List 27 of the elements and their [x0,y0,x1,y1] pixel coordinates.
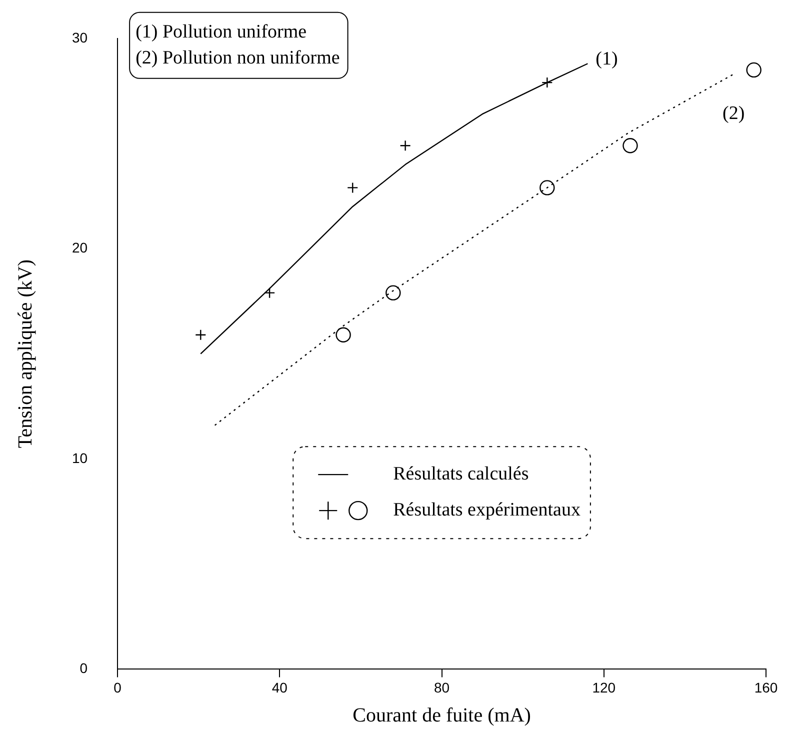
x-tick-label: 0 [114,679,122,696]
point [264,287,276,298]
x-tick-label: 160 [754,679,778,696]
point [347,182,358,194]
point [400,140,411,152]
annotation: (1) [596,48,618,70]
point [540,180,555,196]
legend-label: Résultats expérimentaux [393,500,581,521]
y-tick-label: 20 [72,240,88,256]
point [622,138,638,154]
annotation: (2) Pollution non uniforme [136,47,340,68]
point [386,285,401,300]
point [542,76,553,88]
y-tick-label: 30 [72,29,88,46]
y-tick-label: 10 [72,450,88,466]
x-tick-label: 80 [434,679,450,696]
annotation: (1) Pollution uniforme [136,21,307,42]
y-axis-title: Tension appliquée (kV) [14,260,36,448]
legend-label: Résultats calculés [393,464,529,485]
point [195,329,206,340]
point [336,327,351,342]
x-axis-title: Courant de fuite (mA) [352,704,531,726]
y-tick-label: 0 [80,660,88,676]
annotation: (2) [722,103,745,124]
x-tick-label: 120 [592,679,616,696]
x-tick-label: 40 [272,679,288,696]
point [746,62,762,78]
